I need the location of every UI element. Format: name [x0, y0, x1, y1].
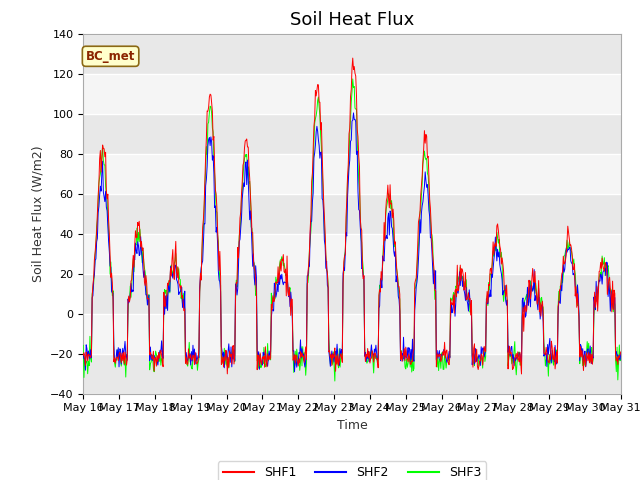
SHF3 — [451, 290, 458, 296]
SHF3 — [331, 378, 339, 384]
Line: SHF1: SHF1 — [83, 58, 621, 374]
SHF1 — [344, 174, 351, 180]
SHF3 — [344, 173, 352, 179]
SHF2 — [220, 365, 228, 371]
SHF1 — [349, 55, 356, 61]
Line: SHF3: SHF3 — [83, 79, 621, 381]
Title: Soil Heat Flux: Soil Heat Flux — [290, 11, 414, 29]
X-axis label: Time: Time — [337, 419, 367, 432]
SHF2 — [291, 369, 298, 374]
SHF1 — [450, 292, 458, 298]
SHF3 — [397, 348, 405, 354]
SHF1 — [397, 357, 404, 362]
SHF1 — [197, 277, 205, 283]
SHF3 — [220, 346, 228, 351]
SHF1 — [518, 371, 525, 377]
SHF2 — [197, 265, 205, 271]
SHF1 — [220, 354, 228, 360]
SHF3 — [349, 76, 356, 82]
Line: SHF2: SHF2 — [83, 113, 621, 372]
SHF1 — [79, 353, 87, 359]
SHF2 — [617, 350, 625, 356]
Bar — [83, 313, 621, 354]
Bar — [83, 154, 621, 193]
SHF2 — [397, 353, 405, 359]
SHF2 — [344, 180, 352, 185]
Text: BC_met: BC_met — [86, 50, 135, 63]
SHF3 — [569, 261, 577, 267]
SHF2 — [451, 293, 458, 299]
Bar — [83, 234, 621, 274]
SHF3 — [79, 342, 87, 348]
SHF1 — [617, 349, 625, 355]
SHF3 — [617, 355, 625, 361]
SHF3 — [197, 269, 205, 275]
SHF1 — [569, 267, 577, 273]
SHF2 — [349, 110, 357, 116]
SHF2 — [569, 272, 577, 277]
Bar — [83, 73, 621, 114]
SHF2 — [79, 351, 87, 357]
Legend: SHF1, SHF2, SHF3: SHF1, SHF2, SHF3 — [218, 461, 486, 480]
Y-axis label: Soil Heat Flux (W/m2): Soil Heat Flux (W/m2) — [31, 145, 44, 282]
